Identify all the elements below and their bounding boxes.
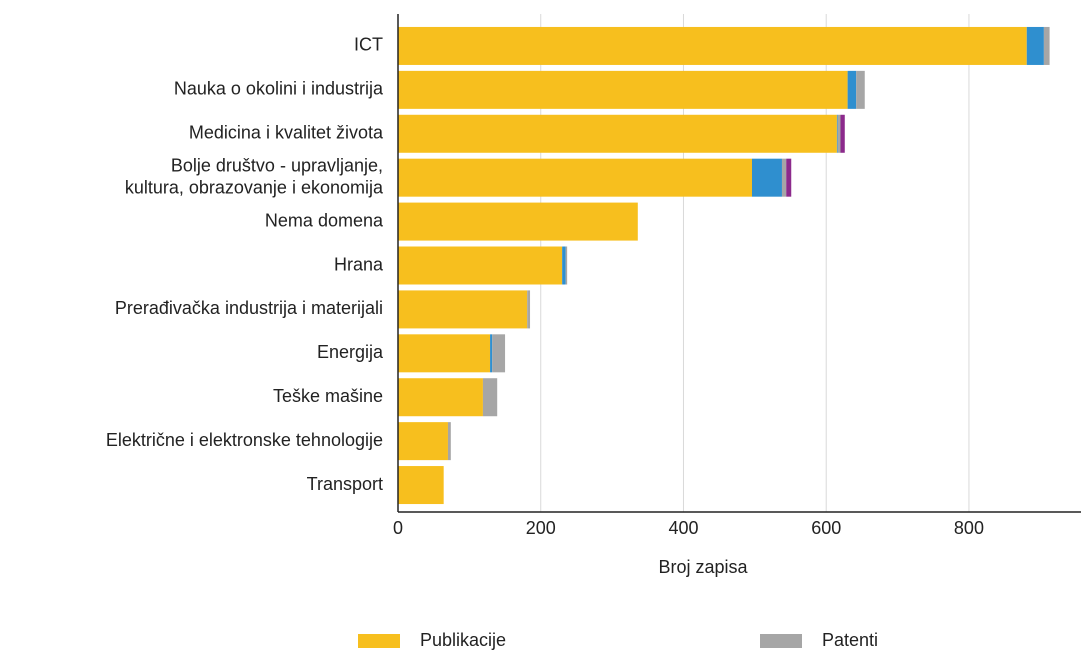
- legend-label: Publikacije: [420, 630, 506, 650]
- bar-segment: [847, 70, 857, 109]
- y-tick-label: Transport: [307, 474, 383, 494]
- legend-swatch: [760, 634, 802, 648]
- bar-segment: [398, 70, 848, 109]
- bar-segment: [490, 334, 493, 373]
- bar-segment: [840, 114, 845, 153]
- bar-segment: [398, 334, 491, 373]
- y-tick-label: Nema domena: [265, 210, 384, 230]
- x-tick-label: 600: [811, 518, 841, 538]
- bar-segment: [786, 158, 792, 197]
- bar-segment: [836, 114, 838, 153]
- x-tick-label: 200: [526, 518, 556, 538]
- y-tick-label: ICT: [354, 35, 383, 55]
- bar-segment: [398, 422, 448, 461]
- bar-segment: [398, 290, 528, 329]
- bar-segment: [398, 246, 563, 285]
- x-tick-label: 0: [393, 518, 403, 538]
- y-tick-label: Prerađivačka industrija i materijali: [115, 298, 383, 318]
- x-tick-label: 400: [668, 518, 698, 538]
- y-tick-label: Teške mašine: [273, 386, 383, 406]
- x-tick-label: 800: [954, 518, 984, 538]
- bar-segment: [781, 158, 787, 197]
- bar-segment: [492, 334, 506, 373]
- bar-segment: [447, 422, 451, 461]
- bar-segment: [562, 246, 566, 285]
- bar-segment: [398, 378, 483, 417]
- bar-segment: [398, 202, 638, 241]
- bar-segment: [398, 114, 837, 153]
- bar-segment: [398, 26, 1027, 65]
- y-tick-label: Energija: [317, 342, 384, 362]
- bar-segment: [482, 378, 498, 417]
- y-tick-label: Nauka o okolini i industrija: [174, 79, 384, 99]
- y-tick-label: Hrana: [334, 254, 384, 274]
- bar-segment: [398, 466, 444, 505]
- y-tick-label: Električne i elektronske tehnologije: [106, 430, 383, 450]
- bar-segment: [398, 158, 752, 197]
- bar-segment: [856, 70, 865, 109]
- legend-swatch: [358, 634, 400, 648]
- bar-segment: [565, 246, 568, 285]
- bar-segment: [837, 114, 841, 153]
- y-tick-label: Medicina i kvalitet života: [189, 123, 384, 143]
- y-tick-label: Bolje društvo - upravljanje, kultura, obr…: [125, 155, 384, 197]
- bar-segment: [1043, 26, 1050, 65]
- bar-segment: [1026, 26, 1044, 65]
- legend-label: Patenti: [822, 630, 878, 650]
- x-axis-title: Broj zapisa: [658, 557, 748, 577]
- bar-segment: [527, 290, 531, 329]
- bar-segment: [751, 158, 782, 197]
